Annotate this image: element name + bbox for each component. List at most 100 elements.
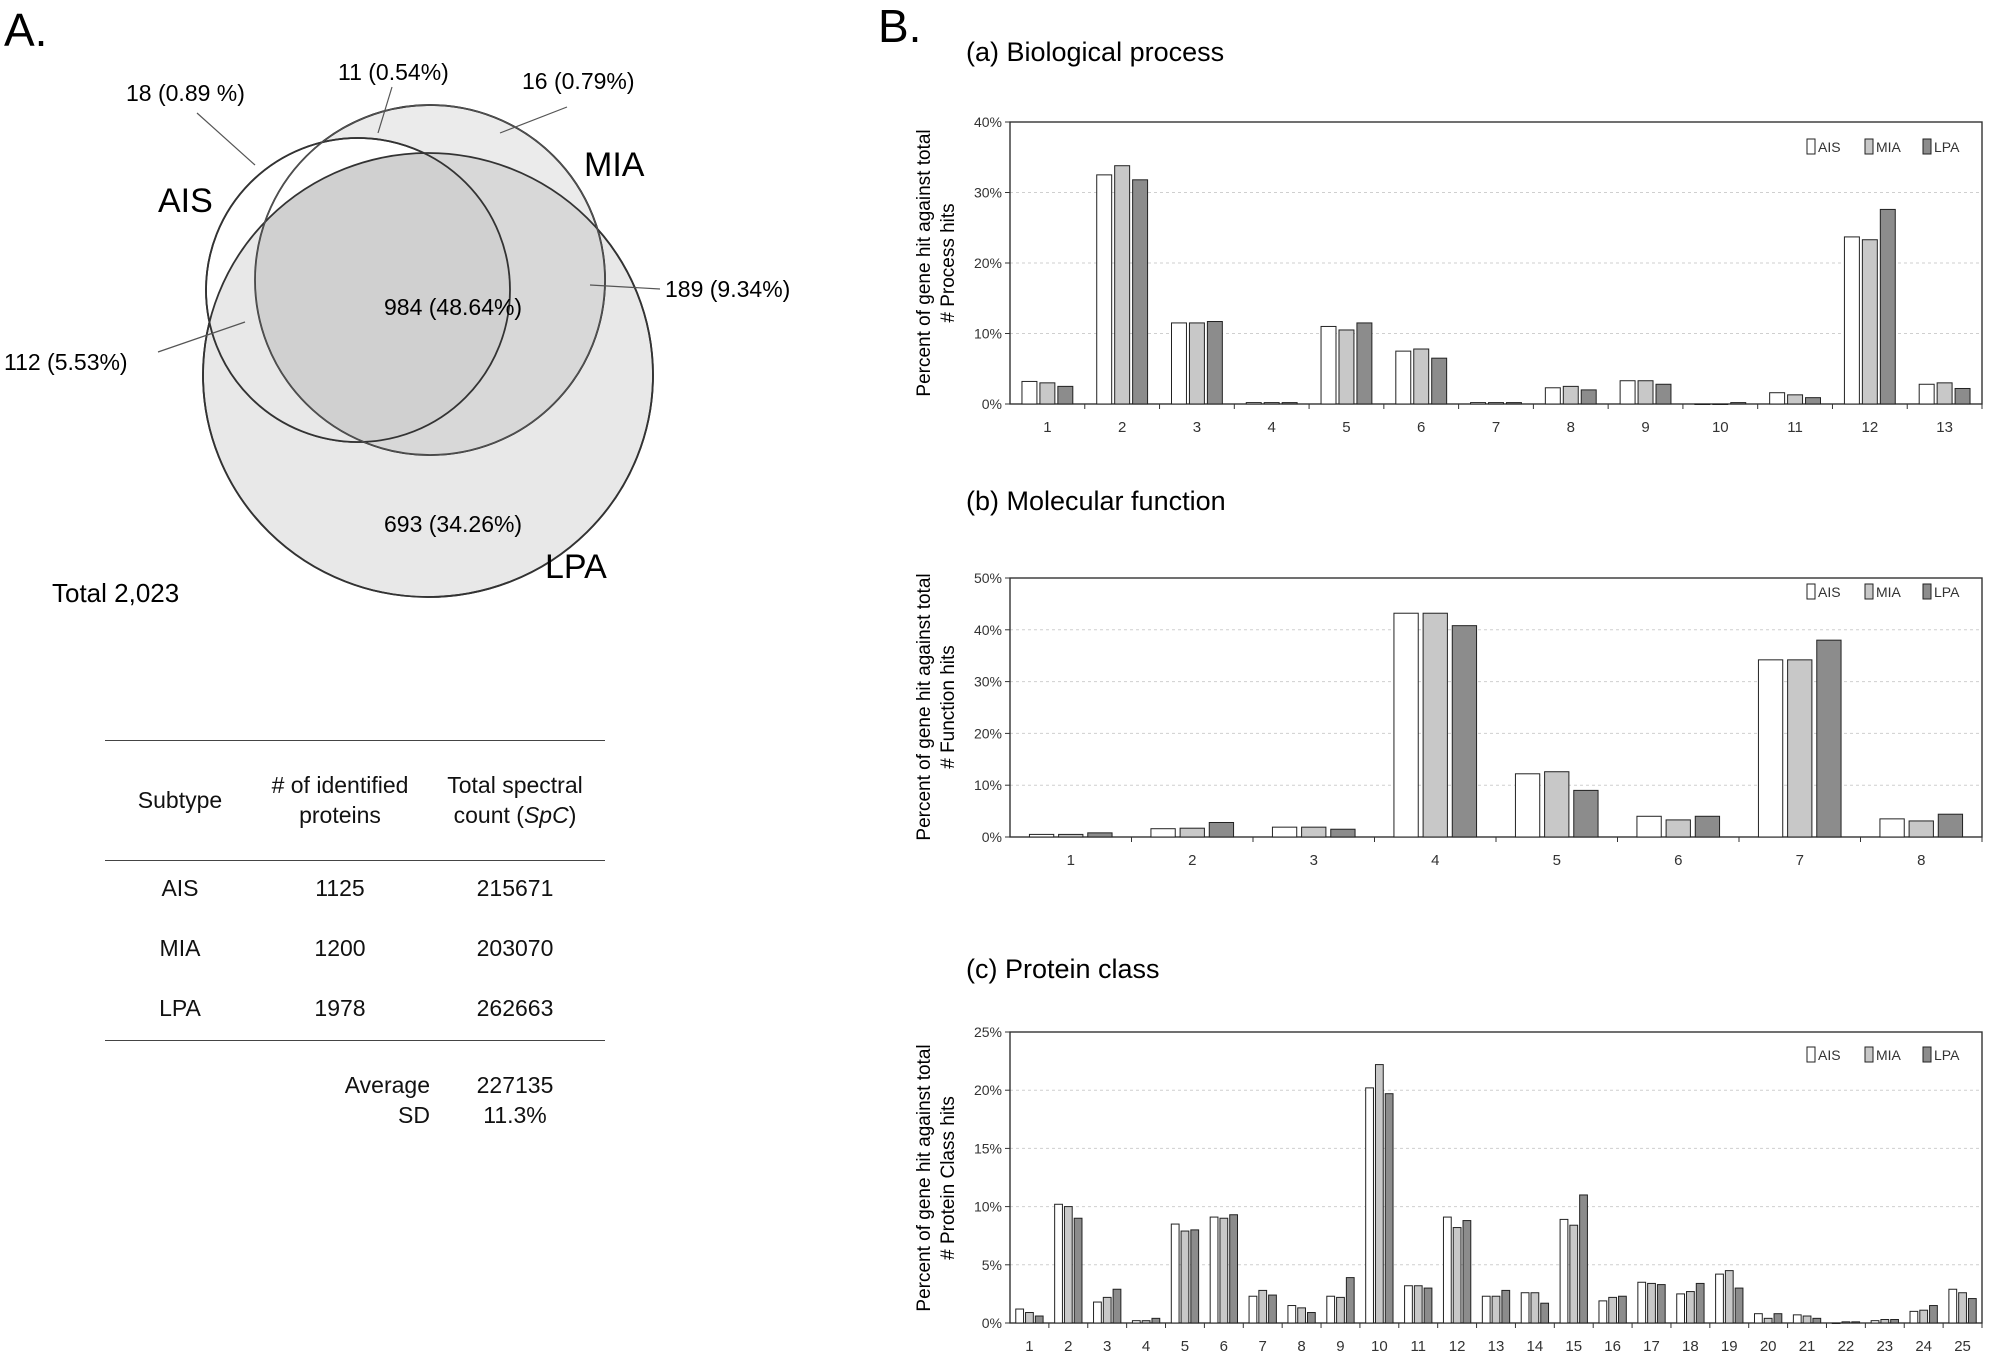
bar-ais — [1171, 322, 1187, 405]
table-footer-label-sd: SD — [398, 1102, 430, 1128]
x-tick-label: 5 — [1342, 419, 1350, 436]
chart-title: (c) Protein class — [966, 954, 1160, 984]
legend-label: LPA — [1934, 139, 1960, 155]
bar-lpa — [1573, 789, 1599, 838]
bar-ais — [1831, 1322, 1841, 1324]
legend-swatch-mia — [1864, 138, 1874, 155]
table-bottom-rule — [105, 1040, 605, 1041]
table-cell-subtype: LPA — [159, 995, 201, 1021]
bar-ais — [1619, 380, 1636, 405]
bar-lpa — [1812, 1317, 1822, 1324]
bar-ais — [1015, 1308, 1025, 1324]
bar-lpa — [1890, 1319, 1899, 1324]
bar-ais — [1365, 1087, 1374, 1324]
legend-label: LPA — [1934, 1047, 1960, 1063]
bar-lpa — [1423, 1287, 1433, 1324]
bar-lpa — [1618, 1295, 1627, 1324]
chart-biological-process: (a) Biological process Percent of gene hi… — [914, 37, 1983, 436]
bar-mia — [1530, 1292, 1540, 1324]
x-tick-label: 24 — [1915, 1338, 1932, 1355]
legend-swatch-ais — [1806, 1046, 1816, 1063]
table-header-proteins-line1: # of identified — [271, 772, 409, 798]
bar-lpa — [1356, 322, 1373, 405]
y-tick-label: 0% — [982, 1315, 1002, 1331]
bar-ais — [1271, 826, 1298, 838]
x-tick-label: 8 — [1567, 419, 1575, 436]
venn-set-label-ais: AIS — [158, 182, 213, 220]
bar-ais — [1879, 818, 1905, 838]
bar-ais — [1559, 1218, 1569, 1324]
bar-mia — [1724, 1270, 1734, 1324]
x-tick-label: 16 — [1604, 1338, 1621, 1355]
table-footer-value-average: 227135 — [476, 1072, 554, 1098]
bar-lpa — [1229, 1214, 1239, 1324]
x-tick-label: 3 — [1103, 1338, 1111, 1355]
x-tick-label: 18 — [1682, 1338, 1699, 1355]
x-tick-label: 22 — [1838, 1338, 1855, 1355]
legend-swatch-mia — [1864, 1046, 1874, 1063]
chart-title: (b) Molecular function — [966, 486, 1226, 516]
x-tick-label: 3 — [1310, 852, 1318, 869]
bar-ais — [1514, 773, 1541, 838]
bar-lpa — [1057, 385, 1074, 405]
bar-mia — [1491, 1295, 1501, 1324]
bar-ais — [1131, 1320, 1141, 1324]
bar-ais — [1287, 1305, 1297, 1324]
bar-mia — [1058, 833, 1084, 838]
bar-mia — [1025, 1312, 1034, 1324]
venn-region-mia-lpa: 189 (9.34%) — [665, 276, 790, 302]
bar-ais — [1757, 659, 1784, 838]
bar-ais — [1481, 1295, 1491, 1324]
bar-mia — [1665, 819, 1691, 838]
bar-lpa — [1851, 1321, 1861, 1324]
x-tick-label: 2 — [1064, 1338, 1072, 1355]
bar-lpa — [1816, 639, 1842, 838]
y-tick-label: 15% — [974, 1140, 1002, 1156]
bar-lpa — [1462, 1220, 1472, 1324]
bar-mia — [1039, 382, 1056, 405]
table-cell-spc: 262663 — [476, 995, 554, 1021]
legend-label: AIS — [1818, 139, 1841, 155]
y-tick-label: 0% — [982, 829, 1002, 845]
bar-mia — [1958, 1292, 1967, 1324]
y-axis-label-line: # Protein Class hits — [938, 1096, 959, 1260]
bar-mia — [1712, 403, 1729, 405]
bar-ais — [1442, 1216, 1452, 1324]
bar-ais — [1395, 350, 1412, 405]
x-tick-label: 1 — [1025, 1338, 1033, 1355]
table-header-spc-abbrev: SpC — [523, 802, 569, 828]
panel-b-label: B. — [878, 0, 921, 52]
venn-region-all: 984 (48.64%) — [384, 294, 522, 320]
bar-mia — [1263, 402, 1280, 405]
bar-mia — [1102, 1296, 1112, 1324]
legend-swatch-lpa — [1922, 138, 1932, 155]
venn-leader-ais-mia — [377, 86, 393, 134]
bar-mia — [1880, 1319, 1890, 1324]
x-tick-label: 25 — [1954, 1338, 1971, 1355]
table-footer-value-sd: 11.3% — [483, 1102, 547, 1128]
bar-lpa — [1151, 1317, 1161, 1324]
x-tick-label: 4 — [1268, 419, 1276, 436]
bar-lpa — [1501, 1289, 1511, 1324]
bar-mia — [1787, 394, 1804, 405]
venn-leader-ais-only — [196, 112, 256, 166]
legend-swatch-ais — [1806, 583, 1816, 600]
bar-lpa — [1034, 1315, 1044, 1324]
bar-ais — [1843, 236, 1860, 405]
y-tick-label: 20% — [974, 255, 1002, 271]
table-cell-subtype: AIS — [161, 875, 199, 901]
y-tick-label: 50% — [974, 570, 1002, 586]
venn-total: Total 2,023 — [52, 578, 179, 608]
table-header-subtype: Subtype — [137, 787, 223, 813]
bar-ais — [1769, 392, 1786, 405]
x-tick-label: 7 — [1796, 852, 1804, 869]
bar-ais — [1753, 1313, 1763, 1324]
x-tick-label: 11 — [1787, 419, 1803, 436]
legend-swatch-ais — [1806, 138, 1816, 155]
chart-protein-class: (c) Protein class Percent of gene hit aga… — [914, 954, 1983, 1355]
bar-lpa — [1384, 1093, 1394, 1324]
legend-label: AIS — [1818, 584, 1841, 600]
bar-lpa — [1734, 1287, 1744, 1324]
x-tick-label: 15 — [1565, 1338, 1582, 1355]
